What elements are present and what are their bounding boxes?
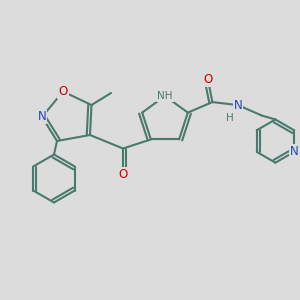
Text: O: O [118, 167, 127, 181]
Text: N: N [234, 99, 242, 112]
Text: N: N [38, 110, 46, 124]
Text: N: N [290, 146, 298, 158]
Text: H: H [226, 113, 233, 123]
Text: NH: NH [157, 91, 173, 101]
Text: O: O [58, 85, 68, 98]
Text: O: O [203, 73, 213, 86]
